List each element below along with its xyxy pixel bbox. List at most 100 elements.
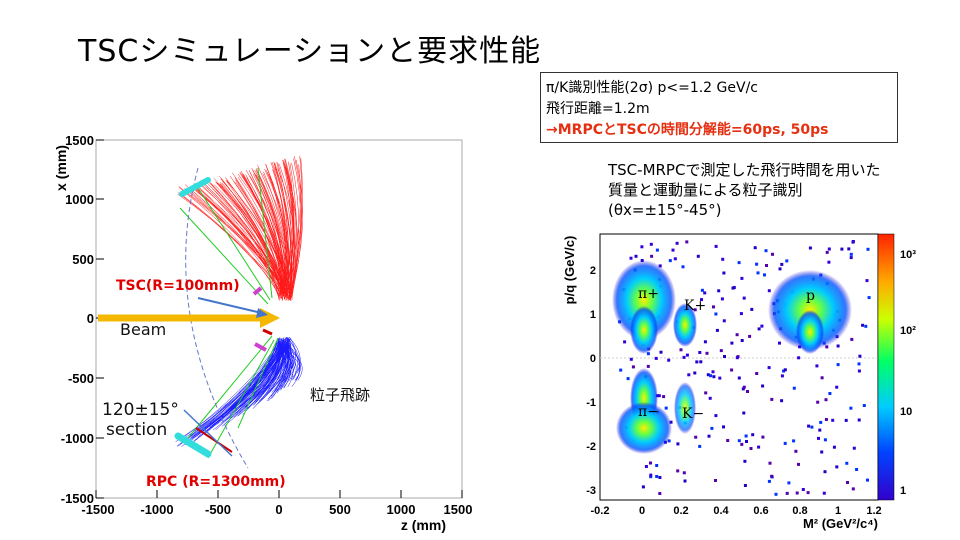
noise-bin [818,428,822,432]
pid-y-axis-label: p/q (GeV/c) [562,236,577,305]
noise-bin [646,364,650,368]
rpc-red-line [195,427,233,453]
sim-x-axis-label: z (mm) [401,517,446,533]
noise-bin [756,271,760,275]
green-track [197,187,271,301]
noise-bin [658,492,662,495]
noise-bin [807,424,811,428]
track-line [282,159,292,296]
noise-bin [750,307,754,311]
pid-ytick: -2 [586,441,596,453]
noise-bin [836,363,840,367]
noise-bin [649,473,653,477]
tsc-label: TSC(R=100mm) [116,278,240,294]
noise-bin [655,464,659,467]
noise-bin [831,418,835,422]
track-line [281,346,303,381]
pid-xtick: 0.2 [673,505,688,517]
noise-bin [654,356,658,360]
noise-bin [683,479,687,483]
noise-bin [700,298,703,302]
tsc-hits-lower [254,342,267,352]
noise-bin [742,411,746,415]
track-line [276,340,293,384]
track-line [281,164,301,300]
rpc-arc-guide [185,167,249,469]
noise-bin [742,385,746,389]
k-minus-label: K− [682,406,704,422]
noise-bin [778,341,781,345]
noise-bin [861,323,865,327]
colorbar-tick: 1 [900,485,906,497]
color-scale-bar [877,233,895,501]
noise-bin [866,478,869,482]
track-line [255,168,282,293]
noise-bin [742,296,746,300]
pid-plot: π+ K+ p π− K− 2 1 0 -1 -2 -3 -0.2 0 0.2 … [548,210,960,540]
noise-bin [865,279,869,283]
pid-xtick: 1 [835,505,841,517]
noise-bin [852,446,856,450]
pid-ytick: -3 [586,485,596,497]
noise-bin [718,376,722,380]
noise-bin [847,247,851,251]
track-line [283,158,295,297]
beam-label: Beam [120,320,167,339]
noise-bin [770,474,774,478]
noise-bin [687,373,691,377]
noise-bin [739,312,743,316]
track-line [289,162,300,301]
noise-bin [679,348,683,352]
track-line [248,170,284,293]
pi-minus-label: π− [638,404,659,420]
noise-bin [823,438,827,442]
noise-bin [780,399,784,403]
noise-bin [655,248,659,252]
sim-xtick: 1500 [444,502,473,517]
noise-bin [722,425,725,429]
noise-bin [816,400,820,404]
track-line [196,341,278,429]
pid-canvas: π+ K+ p π− K− 2 1 0 -1 -2 -3 -0.2 0 0.2 … [562,233,916,531]
pid-xtick: 0.4 [713,505,729,517]
noise-bin [673,257,677,261]
noise-bin [857,362,861,366]
noise-bin [668,259,672,263]
noise-bin [866,247,870,251]
noise-bin [731,286,735,290]
simulation-canvas: 1500 1000 500 0 -500 -1000 -1500 -1500 -… [53,133,472,533]
sim-x-ticks: -1500 -1000 -500 0 500 1000 1500 [81,502,472,517]
noise-bin [704,391,708,395]
sim-ytick: 1500 [65,133,94,148]
noise-bin [726,439,730,442]
sim-ytick: -1500 [61,491,94,506]
track-line [182,190,282,299]
noise-bin [712,375,716,379]
upper-track-fan [177,155,303,301]
noise-bin [707,434,711,438]
track-line [215,181,280,301]
pid-xtick: 0.8 [792,505,807,517]
k-minus-band [674,382,696,434]
track-line [220,183,285,296]
noise-bin [867,296,871,300]
pid-y-ticks: 2 1 0 -1 -2 -3 [586,265,596,497]
track-line [265,163,290,300]
sim-xtick: 500 [329,502,351,517]
track-line [279,346,295,382]
noise-bin [681,265,685,269]
noise-bin [676,442,680,446]
section-angle-label: 120±15° [102,400,179,420]
track-line [250,338,280,400]
noise-bin [858,354,862,358]
time-resolution-text: →MRPCとTSCの時間分解能=60ps, 50ps [546,122,829,138]
noise-bin [712,305,715,309]
track-line [285,168,294,296]
noise-bin [792,439,796,443]
noise-bin [849,406,853,410]
track-line [222,181,280,297]
noise-bin [649,461,652,465]
pid-ytick: 2 [590,265,596,277]
noise-bin [740,339,744,342]
noise-bin [720,297,724,301]
